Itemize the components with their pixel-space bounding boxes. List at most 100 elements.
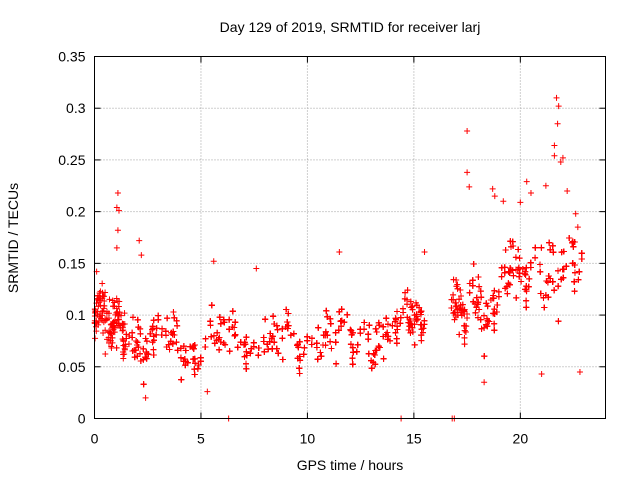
data-point [129,329,136,336]
data-point [402,289,409,296]
data-point [335,327,342,334]
data-point [537,261,544,268]
data-point [384,336,391,343]
data-point [454,306,461,313]
data-point [194,365,201,372]
data-point [149,323,156,330]
data-point [243,360,250,367]
data-point [135,324,142,331]
data-point [142,394,149,401]
data-point [332,329,339,336]
data-point [131,354,138,361]
data-point [409,303,416,310]
data-point [519,265,526,272]
data-point [547,246,554,253]
chart-title: Day 129 of 2019, SRMTID for receiver lar… [220,19,481,35]
data-point [177,354,184,361]
data-point [275,350,282,357]
data-point [370,350,377,357]
data-point [94,296,101,303]
data-point [505,268,512,275]
data-point [481,324,488,331]
data-point [166,346,173,353]
data-point [411,341,418,348]
data-point [113,344,120,351]
data-point [393,316,400,323]
data-point [164,315,171,322]
data-point [521,270,528,277]
data-point [167,338,174,345]
data-point [210,258,217,265]
data-point [113,244,120,251]
data-point [102,350,109,357]
data-point [115,207,122,214]
data-point [261,348,268,355]
data-point [570,243,577,250]
data-point [368,357,375,364]
data-point [505,280,512,287]
data-point [210,332,217,339]
data-point [464,127,471,134]
data-point [507,238,514,245]
data-point [328,345,335,352]
data-point [349,361,356,368]
data-point [491,327,498,334]
data-point [490,292,497,299]
data-point [418,337,425,344]
data-point [550,249,557,256]
data-point [217,339,224,346]
data-point [103,316,110,323]
data-point [338,323,345,330]
data-point [103,308,110,315]
data-point [538,244,545,251]
data-point [174,347,181,354]
data-point [448,304,455,311]
data-point [490,310,497,317]
data-point [376,344,383,351]
data-point [349,344,356,351]
data-point [516,270,523,277]
data-point [470,260,477,267]
data-point [308,335,315,342]
data-point [551,142,558,149]
data-point [207,318,214,325]
data-point [247,350,254,357]
data-point [571,288,578,295]
data-point [120,321,127,328]
data-point [408,304,415,311]
data-point [454,281,461,288]
data-point [491,193,498,200]
data-point [371,351,378,358]
data-point [486,318,493,325]
data-point [262,316,269,323]
y-tick-label: 0.1 [66,307,86,323]
data-point [111,329,118,336]
data-point [420,325,427,332]
data-point [407,298,414,305]
y-tick-label: 0.35 [58,49,85,65]
data-point [523,304,530,311]
data-point [318,353,325,360]
data-point [107,330,114,337]
data-point [255,344,262,351]
data-point [500,198,507,205]
data-point [489,185,496,192]
data-point [120,355,127,362]
data-point [394,308,401,315]
data-point [469,277,476,284]
data-point [184,359,191,366]
data-point [290,330,297,337]
data-point [274,326,281,333]
data-point [414,316,421,323]
data-point [566,234,573,241]
data-point [120,337,127,344]
y-tick-label: 0.15 [58,255,85,271]
data-point [563,263,570,270]
data-point [532,244,539,251]
data-point [264,341,271,348]
data-point [516,255,523,262]
data-point [279,335,286,342]
data-point [208,333,215,340]
data-point [525,283,532,290]
data-point [461,307,468,314]
